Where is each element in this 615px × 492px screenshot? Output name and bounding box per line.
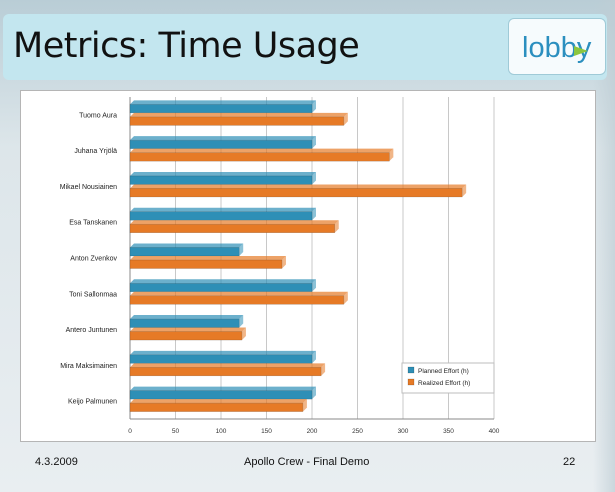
effort-bar-chart: 0 50 100 150 200 250 300 350 400 Tuomo Aura Juhana… — [60, 97, 500, 435]
bar-top-face — [130, 350, 316, 355]
bar — [129, 223, 335, 233]
logo-arrow-icon — [574, 46, 588, 56]
bar — [129, 283, 313, 293]
category-label: Anton Zvenkov — [70, 256, 117, 263]
bar — [129, 152, 390, 162]
bar-top-face — [130, 279, 316, 284]
bar — [129, 390, 313, 400]
logo-text: lobby — [522, 32, 592, 64]
x-tick-label: 150 — [261, 428, 272, 435]
bar — [129, 247, 240, 257]
bar — [129, 116, 345, 126]
page-number: 22 — [563, 456, 576, 468]
bar-top-face — [130, 136, 316, 141]
bar-top-face — [130, 148, 394, 153]
legend-label: Realized Effort (h) — [418, 380, 470, 387]
bar-side-face — [239, 243, 244, 256]
bar-side-face — [462, 184, 467, 197]
category-label: Mira Maksimainen — [60, 363, 117, 370]
legend-box — [401, 362, 495, 394]
category-label: Toni Sallonmaa — [69, 291, 117, 298]
footer-presentation-title: Apollo Crew - Final Demo — [244, 456, 370, 468]
legend-swatch — [407, 378, 415, 386]
bar-side-face — [389, 148, 394, 162]
bar-side-face — [312, 350, 316, 364]
bar-side-face — [321, 363, 326, 376]
bar-side-face — [312, 386, 316, 400]
bar-top-face — [130, 112, 348, 117]
x-tick-label: 350 — [443, 428, 454, 435]
bar-top-face — [130, 327, 246, 332]
bar — [129, 367, 322, 377]
bar-top-face — [130, 207, 316, 212]
x-tick-label: 400 — [489, 428, 500, 435]
bar-top-face — [130, 386, 316, 391]
x-tick-label: 50 — [172, 428, 180, 435]
bar-side-face — [312, 207, 316, 221]
bar-side-face — [312, 171, 316, 185]
bar-top-face — [130, 256, 286, 260]
bar-top-face — [130, 220, 339, 225]
legend-label: Planned Effort (h) — [418, 368, 469, 375]
bar-side-face — [239, 315, 244, 328]
x-tick-label: 250 — [352, 428, 363, 435]
bar-top-face — [130, 291, 348, 296]
bar-top-face — [130, 100, 316, 105]
bar — [129, 104, 313, 114]
bar-top-face — [130, 243, 244, 248]
lobby-logo: lobby — [508, 18, 606, 75]
bar-top-face — [130, 363, 326, 368]
bar-top-face — [130, 315, 244, 320]
x-tick-label: 200 — [307, 428, 318, 435]
bar — [129, 188, 463, 198]
footer-date: 4.3.2009 — [35, 456, 78, 468]
category-label: Antero Juntunen — [66, 327, 117, 334]
bar — [129, 318, 240, 328]
bar-side-face — [281, 256, 286, 269]
bar — [129, 402, 304, 412]
bar — [129, 331, 243, 341]
bar-side-face — [343, 112, 348, 126]
slide-title: Metrics: Time Usage — [13, 26, 360, 66]
bar — [129, 295, 345, 305]
category-label: Mikael Nousiainen — [60, 184, 117, 191]
bar-top-face — [130, 171, 316, 176]
legend-swatch — [407, 366, 415, 374]
category-label: Tuomo Aura — [79, 112, 117, 119]
x-tick-label: 0 — [128, 428, 132, 435]
bar-side-face — [334, 220, 339, 233]
bar-top-face — [130, 184, 467, 189]
bar-side-face — [302, 399, 307, 412]
logo-graphic: lobby — [522, 32, 592, 64]
bar-side-face — [312, 136, 316, 149]
category-label: Juhana Yrjölä — [74, 148, 117, 155]
bar-side-face — [343, 291, 348, 305]
bar — [129, 139, 313, 149]
title-bar — [3, 14, 607, 80]
bar — [129, 211, 313, 221]
x-tick-label: 300 — [398, 428, 409, 435]
bar — [129, 175, 313, 185]
x-tick-label: 100 — [216, 428, 227, 435]
bar-side-face — [312, 279, 316, 292]
bar-side-face — [312, 100, 316, 113]
bar-top-face — [130, 399, 307, 404]
chart-panel: 0 50 100 150 200 250 300 350 400 Tuomo Aura Juhana… — [20, 90, 596, 442]
category-label: Esa Tanskanen — [69, 220, 117, 227]
bar-side-face — [241, 327, 246, 341]
bar — [129, 354, 313, 364]
bar — [129, 259, 283, 269]
category-label: Keijo Palmunen — [68, 399, 117, 406]
